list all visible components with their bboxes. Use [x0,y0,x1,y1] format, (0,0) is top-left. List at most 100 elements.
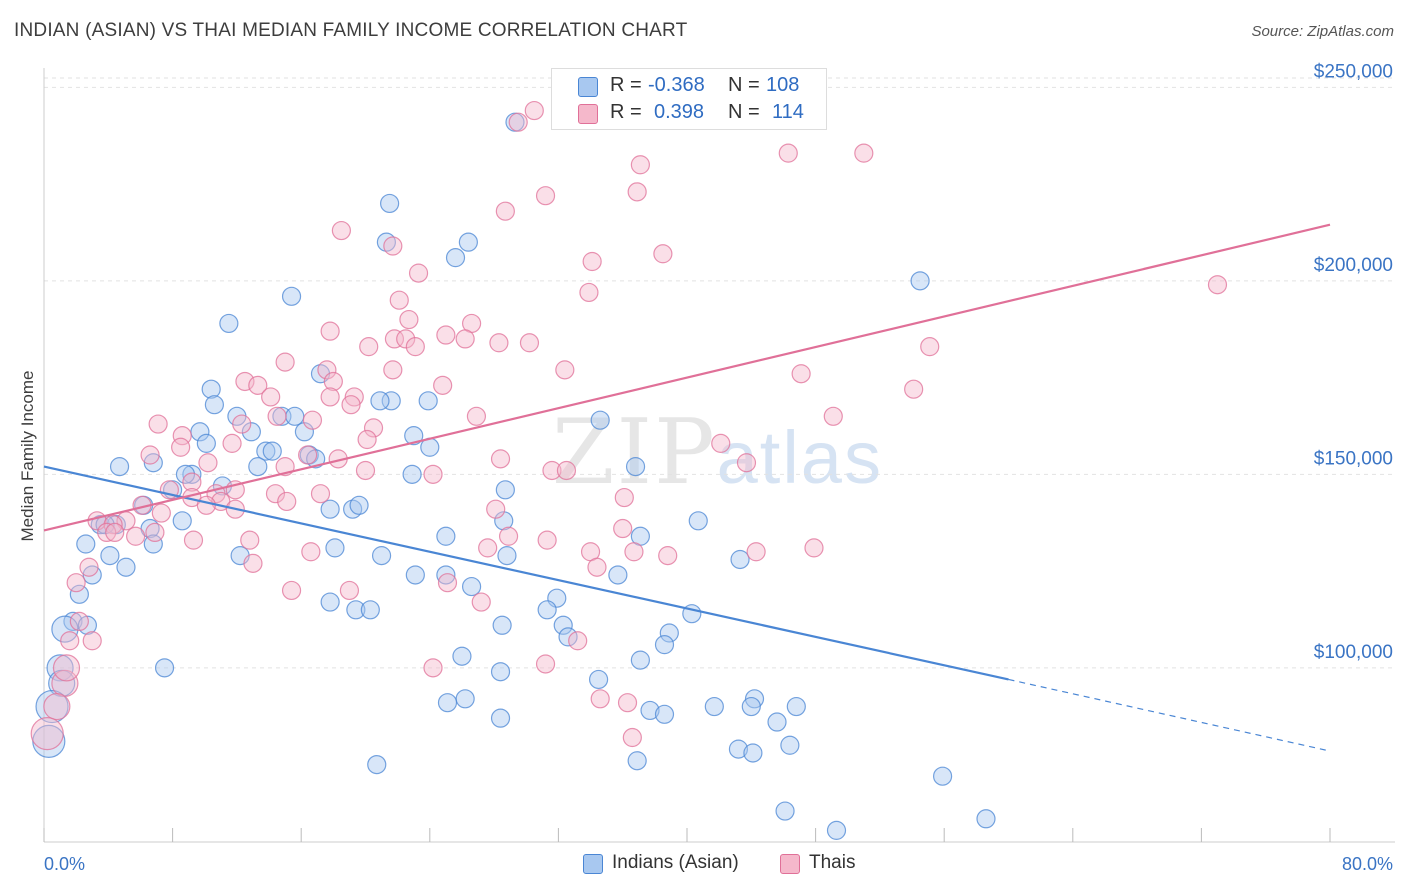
thais-point [535,186,556,206]
thais-point [302,410,323,430]
thais-point [140,445,160,465]
indians-point [445,248,466,268]
thais-point [653,244,673,264]
thais-point [542,460,562,481]
thais-point [535,654,556,674]
thais-point [298,445,318,465]
x-tick-label: 0.0% [44,854,85,874]
indians-point [404,426,424,446]
legend-swatch-indians [583,854,603,874]
thais-point [524,100,544,121]
thais-point [495,201,515,221]
x-tick-labels: 0.0% 80.0% [44,854,1393,874]
indians-point [775,801,795,821]
thais-point [126,526,146,546]
indians-point [109,457,130,477]
thais-point [341,395,361,415]
source-label: Source: ZipAtlas.com [1251,23,1394,40]
indians-point [175,464,196,484]
legend-label-thais: Thais [809,852,856,873]
indians-point [256,441,276,461]
stats-legend: R = -0.368 N = 108 R = 0.398 N = 114 [551,68,827,130]
thais-point [145,522,165,543]
thais-point [151,503,171,523]
thais-point [43,692,71,721]
thais-point [248,375,268,395]
indians-point [590,410,610,430]
thais-point [489,333,509,353]
thais-point [630,155,650,175]
legend-r-value: -0.368 [648,74,705,96]
x-tick-label: 80.0% [1342,854,1393,874]
thais-point [171,437,191,457]
indians-point [640,700,660,721]
indians-point [780,735,800,755]
axes [43,68,1395,843]
indians-point [371,546,392,566]
thais-point [508,112,528,132]
indians-point [100,546,120,566]
indians-point [458,232,478,252]
indians-point [196,433,216,453]
indians-point [51,615,79,643]
thais-point [519,333,540,353]
thais-point [1207,275,1228,295]
indians-point [654,635,675,655]
thais-point [339,580,360,601]
thais-point [301,542,321,562]
thais-point [854,143,874,163]
thais-point [556,460,577,481]
thais-point [243,553,263,573]
thais-point [389,290,409,310]
thais-point [622,727,642,748]
thais-point [222,433,242,453]
indians-point [262,441,282,461]
indians-point [786,696,806,717]
thais-point [711,433,731,453]
thais-point [568,631,588,651]
thais-point [82,631,102,651]
thais-point [148,414,168,434]
indians-point [380,193,400,214]
indians-point [281,286,302,306]
thais-point [658,546,678,566]
thais-point [466,406,487,426]
indians-point [285,406,305,426]
indians-point [46,654,74,682]
thais-point [617,693,638,713]
indians-point [497,546,517,566]
indians-point [627,751,647,771]
thais-point [408,263,429,283]
thais-trend-line [43,223,1331,532]
legend-swatch-indians [578,77,598,97]
thais-point [478,538,498,558]
indians-point [436,565,456,585]
legend-swatch-thais [780,854,800,874]
thais-point [275,352,295,372]
y-tick-label: $150,000 [1314,448,1393,469]
thais-point [486,499,506,519]
series-indians-points [32,112,996,840]
indians-point [325,538,345,558]
thais-point [97,522,117,543]
thais-point [778,143,798,163]
indians-point [69,584,89,604]
thais-point [823,406,843,426]
thais-point [320,321,340,341]
indians-point [625,457,646,477]
indians-point [35,689,69,724]
watermark-zip: ZIP [552,400,717,505]
thais-point [60,631,80,651]
indians-point [553,615,573,635]
thais-point [383,236,403,256]
indians-point [349,495,369,515]
legend-n-value: 108 [766,74,800,96]
thais-point [405,337,425,357]
indians-point [608,565,628,585]
thais-point [627,182,647,202]
indians-point [320,592,340,612]
indians-point [910,271,930,291]
thais-point [323,371,343,392]
indians-point [490,708,511,728]
